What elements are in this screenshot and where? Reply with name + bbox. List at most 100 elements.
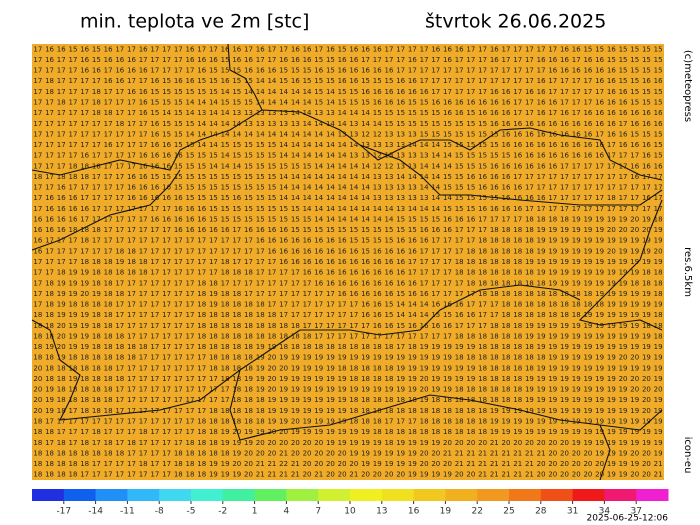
temperature-value: 18 bbox=[490, 279, 499, 287]
colorbar-segment bbox=[477, 489, 510, 501]
temperature-value: 16 bbox=[104, 141, 113, 149]
temperature-value: 18 bbox=[33, 428, 42, 436]
temperature-value: 19 bbox=[537, 407, 546, 415]
temperature-value: 17 bbox=[162, 439, 171, 447]
temperature-value: 19 bbox=[537, 237, 546, 245]
temperature-value: 19 bbox=[630, 290, 639, 298]
temperature-value: 17 bbox=[150, 279, 159, 287]
temperature-value: 17 bbox=[115, 205, 124, 213]
temperature-value: 18 bbox=[267, 332, 276, 340]
temperature-value: 18 bbox=[478, 396, 487, 404]
temperature-value: 14 bbox=[221, 130, 230, 138]
temperature-value: 20 bbox=[267, 364, 276, 372]
temperature-value: 19 bbox=[560, 332, 569, 340]
temperature-value: 19 bbox=[279, 396, 288, 404]
temperature-value: 19 bbox=[548, 364, 557, 372]
temperature-value: 19 bbox=[572, 428, 581, 436]
temperature-value: 17 bbox=[104, 194, 113, 202]
temperature-value: 16 bbox=[326, 279, 335, 287]
temperature-value: 18 bbox=[221, 418, 230, 426]
temperature-value: 16 bbox=[373, 322, 382, 330]
temperature-value: 15 bbox=[338, 226, 347, 234]
temperature-value: 15 bbox=[279, 215, 288, 223]
temperature-value: 19 bbox=[619, 290, 628, 298]
temperature-value: 16 bbox=[186, 45, 195, 53]
temperature-value: 15 bbox=[197, 173, 206, 181]
temperature-value: 13 bbox=[279, 120, 288, 128]
temperature-value: 19 bbox=[537, 226, 546, 234]
temperature-value: 15 bbox=[303, 215, 312, 223]
temperature-value: 17 bbox=[209, 269, 218, 277]
temperature-value: 19 bbox=[92, 290, 101, 298]
temperature-value: 16 bbox=[33, 247, 42, 255]
temperature-value: 19 bbox=[291, 375, 300, 383]
temperature-value: 19 bbox=[291, 386, 300, 394]
temperature-value: 16 bbox=[127, 184, 136, 192]
temperature-value: 17 bbox=[560, 98, 569, 106]
temperature-value: 16 bbox=[361, 67, 370, 75]
temperature-value: 14 bbox=[420, 311, 429, 319]
temperature-value: 17 bbox=[174, 301, 183, 309]
temperature-value: 15 bbox=[361, 247, 370, 255]
temperature-value: 20 bbox=[513, 439, 522, 447]
temperature-value: 19 bbox=[654, 226, 663, 234]
temperature-value: 15 bbox=[221, 98, 230, 106]
temperature-value: 20 bbox=[303, 439, 312, 447]
temperature-value: 17 bbox=[162, 396, 171, 404]
temperature-value: 16 bbox=[373, 67, 382, 75]
temperature-value: 17 bbox=[513, 215, 522, 223]
temperature-value: 17 bbox=[244, 237, 253, 245]
temperature-value: 14 bbox=[267, 77, 276, 85]
temperature-value: 20 bbox=[420, 386, 429, 394]
temperature-value: 18 bbox=[232, 386, 241, 394]
temperature-value: 15 bbox=[630, 56, 639, 64]
temperature-value: 19 bbox=[654, 301, 663, 309]
temperature-value: 19 bbox=[408, 375, 417, 383]
temperature-value: 18 bbox=[396, 407, 405, 415]
temperature-value: 19 bbox=[548, 279, 557, 287]
temperature-value: 18 bbox=[513, 364, 522, 372]
temperature-value: 16 bbox=[466, 98, 475, 106]
temperature-value: 17 bbox=[80, 194, 89, 202]
temperature-value: 19 bbox=[595, 322, 604, 330]
temperature-value: 17 bbox=[513, 109, 522, 117]
temperature-value: 18 bbox=[490, 343, 499, 351]
temperature-value: 18 bbox=[115, 375, 124, 383]
temperature-value: 17 bbox=[572, 173, 581, 181]
temperature-value: 15 bbox=[174, 162, 183, 170]
temperature-value: 17 bbox=[115, 237, 124, 245]
temperature-value: 17 bbox=[69, 439, 78, 447]
temperature-value: 21 bbox=[443, 449, 452, 457]
temperature-value: 18 bbox=[572, 290, 581, 298]
temperature-value: 18 bbox=[513, 354, 522, 362]
temperature-value: 19 bbox=[548, 237, 557, 245]
temperature-value: 16 bbox=[431, 226, 440, 234]
temperature-value: 17 bbox=[139, 332, 148, 340]
temperature-value: 15 bbox=[654, 98, 663, 106]
temperature-value: 20 bbox=[607, 226, 616, 234]
temperature-value: 17 bbox=[150, 343, 159, 351]
temperature-value: 14 bbox=[221, 109, 230, 117]
temperature-value: 21 bbox=[256, 471, 265, 479]
temperature-value: 18 bbox=[92, 428, 101, 436]
temperature-value: 18 bbox=[209, 332, 218, 340]
temperature-value: 18 bbox=[197, 322, 206, 330]
temperature-value: 17 bbox=[279, 290, 288, 298]
temperature-value: 18 bbox=[279, 332, 288, 340]
temperature-value: 17 bbox=[560, 184, 569, 192]
temperature-value: 14 bbox=[338, 152, 347, 160]
temperature-value: 17 bbox=[174, 247, 183, 255]
temperature-value: 19 bbox=[69, 332, 78, 340]
temperature-value: 18 bbox=[209, 449, 218, 457]
temperature-value: 15 bbox=[361, 237, 370, 245]
temperature-value: 17 bbox=[174, 322, 183, 330]
temperature-value: 17 bbox=[104, 226, 113, 234]
temperature-value: 19 bbox=[642, 428, 651, 436]
temperature-value: 20 bbox=[455, 439, 464, 447]
temperature-value: 17 bbox=[150, 354, 159, 362]
temperature-value: 14 bbox=[256, 88, 265, 96]
temperature-value: 14 bbox=[361, 184, 370, 192]
temperature-value: 15 bbox=[244, 173, 253, 181]
temperature-value: 17 bbox=[466, 45, 475, 53]
temperature-value: 17 bbox=[174, 258, 183, 266]
